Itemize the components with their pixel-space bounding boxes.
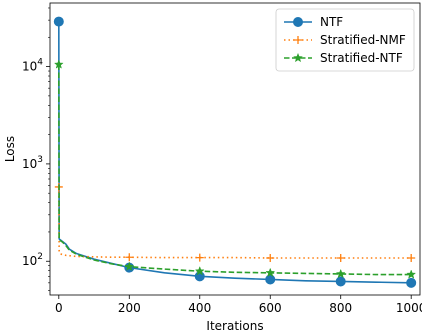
- x-tick-label: 400: [188, 301, 211, 315]
- legend-entry-stratified-ntf: Stratified-NTF: [284, 51, 403, 65]
- series-stratified-nmf: [54, 182, 416, 262]
- data-point-stratified-ntf: [265, 267, 276, 278]
- legend: NTF Stratified-NMF Stratified-NTF: [275, 8, 415, 72]
- data-point-ntf: [335, 276, 346, 287]
- x-tick-label: 200: [118, 301, 141, 315]
- y-tick-exponent: 3: [37, 155, 43, 165]
- data-point-stratified-ntf: [53, 59, 64, 69]
- legend-box: [275, 8, 415, 72]
- plot-frame: [49, 2, 421, 296]
- y-tick-base: 10: [22, 60, 37, 74]
- data-point-stratified-ntf: [194, 265, 205, 276]
- y-tick-exponent: 4: [37, 58, 43, 68]
- x-tick-label: 600: [259, 301, 282, 315]
- x-axis-label: Iterations: [206, 319, 263, 333]
- x-tick-label: 800: [329, 301, 352, 315]
- x-axis: 0 200 400 600 800 1000: [55, 295, 422, 315]
- y-tick-base: 10: [22, 157, 37, 171]
- series-layer: [53, 16, 417, 288]
- data-point-stratified-ntf: [406, 269, 417, 279]
- y-tick-exponent: 2: [37, 252, 43, 262]
- y-axis-label: Loss: [3, 136, 17, 162]
- legend-marker: [294, 36, 302, 44]
- data-point-stratified-nmf: [336, 253, 345, 262]
- legend-entry-ntf: NTF: [284, 15, 343, 29]
- x-tick-label: 1000: [396, 301, 422, 315]
- y-tick-base: 10: [22, 254, 37, 268]
- y-tick-label: 104: [22, 58, 43, 74]
- series-line-stratified-ntf: [58, 64, 412, 276]
- legend-label: NTF: [320, 15, 343, 29]
- data-point-ntf: [265, 274, 276, 285]
- legend-entry-stratified-nmf: Stratified-NMF: [284, 33, 406, 47]
- data-point-ntf: [53, 16, 64, 27]
- data-point-stratified-nmf: [125, 253, 134, 262]
- data-point-stratified-ntf: [124, 261, 135, 271]
- data-point-stratified-nmf: [266, 253, 275, 262]
- legend-label: Stratified-NTF: [320, 51, 403, 65]
- x-tick-label: 0: [55, 301, 63, 315]
- y-tick-label: 103: [22, 155, 43, 171]
- data-point-stratified-nmf: [195, 253, 204, 262]
- data-point-stratified-nmf: [407, 253, 416, 262]
- series-stratified-ntf: [53, 59, 417, 279]
- data-point-stratified-ntf: [335, 268, 346, 279]
- data-point-ntf: [406, 277, 417, 288]
- legend-marker: [293, 52, 303, 63]
- legend-label: Stratified-NMF: [320, 33, 406, 47]
- legend-marker: [293, 17, 303, 27]
- y-tick-label: 102: [22, 252, 43, 268]
